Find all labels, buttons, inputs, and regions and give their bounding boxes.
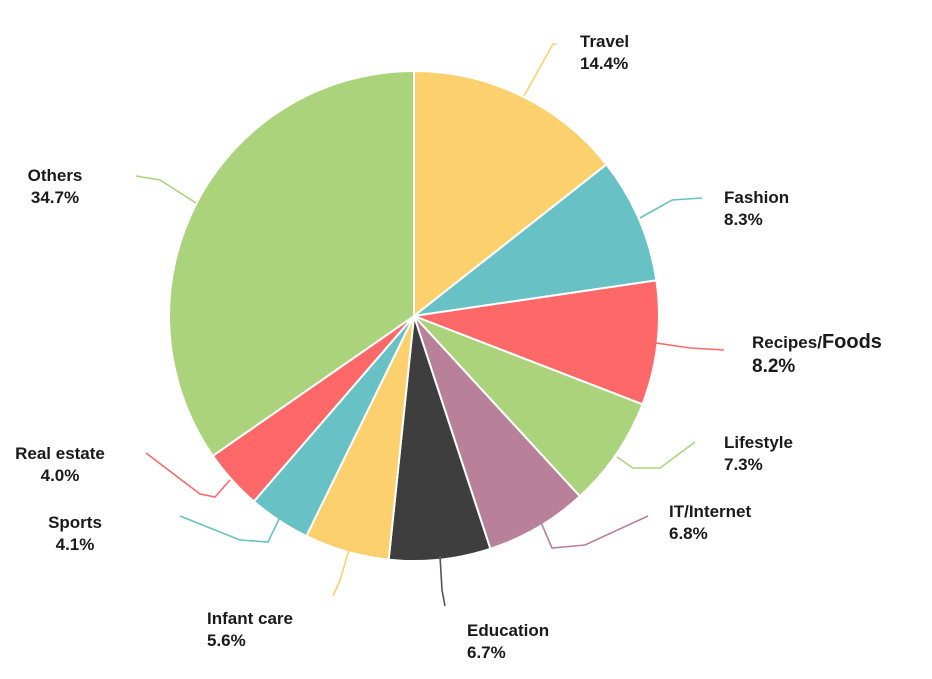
- leader-line-education: [439, 555, 446, 607]
- slice-value-fashion: 8.3%: [724, 210, 763, 229]
- slice-value-travel: 14.4%: [580, 54, 628, 73]
- slice-value-sports: 4.1%: [56, 535, 95, 554]
- leader-line-it-internet: [539, 515, 649, 549]
- slice-label-lifestyle: Lifestyle: [724, 433, 793, 452]
- leader-lines-layer: [135, 43, 725, 607]
- slice-value-recipes-foods: 8.2%: [752, 356, 795, 377]
- slice-value-others: 34.7%: [31, 188, 79, 207]
- leader-line-sports: [179, 514, 282, 543]
- pie-slice-fashion: [413, 163, 658, 317]
- slices-layer: [168, 70, 660, 563]
- leader-line-infant-care: [332, 549, 350, 597]
- leader-line-real-estate: [145, 452, 231, 498]
- slice-value-infant-care: 5.6%: [207, 631, 246, 650]
- leader-line-others: [135, 175, 197, 204]
- slice-label-others: Others: [28, 166, 83, 185]
- slice-label-infant-care: Infant care: [207, 609, 293, 628]
- slice-value-education: 6.7%: [467, 643, 506, 662]
- slice-label-education: Education: [467, 621, 549, 640]
- slice-value-lifestyle: 7.3%: [724, 455, 763, 474]
- slice-value-real-estate: 4.0%: [41, 466, 80, 485]
- slice-label-recipes-foods: Recipes/Foods: [752, 331, 882, 353]
- slice-label-it-internet: IT/Internet: [669, 502, 752, 521]
- leader-line-travel: [523, 43, 557, 97]
- pie-slice-others: [168, 70, 415, 457]
- leader-line-fashion: [639, 197, 703, 219]
- pie-slice-it-internet: [413, 315, 581, 550]
- slice-value-it-internet: 6.8%: [669, 524, 708, 543]
- slice-label-travel: Travel: [580, 32, 629, 51]
- pie-slice-travel: [413, 70, 608, 317]
- labels-layer: Travel 14.4% Fashion 8.3% Recipes/Foods 8.2% L…: [15, 32, 882, 662]
- leader-line-lifestyle: [616, 441, 696, 469]
- leader-line-recipes-foods: [655, 342, 725, 351]
- slice-label-sports: Sports: [48, 513, 102, 532]
- pie-slice-lifestyle: [413, 315, 644, 498]
- slice-label-real-estate: Real estate: [15, 444, 105, 463]
- slice-label-fashion: Fashion: [724, 188, 789, 207]
